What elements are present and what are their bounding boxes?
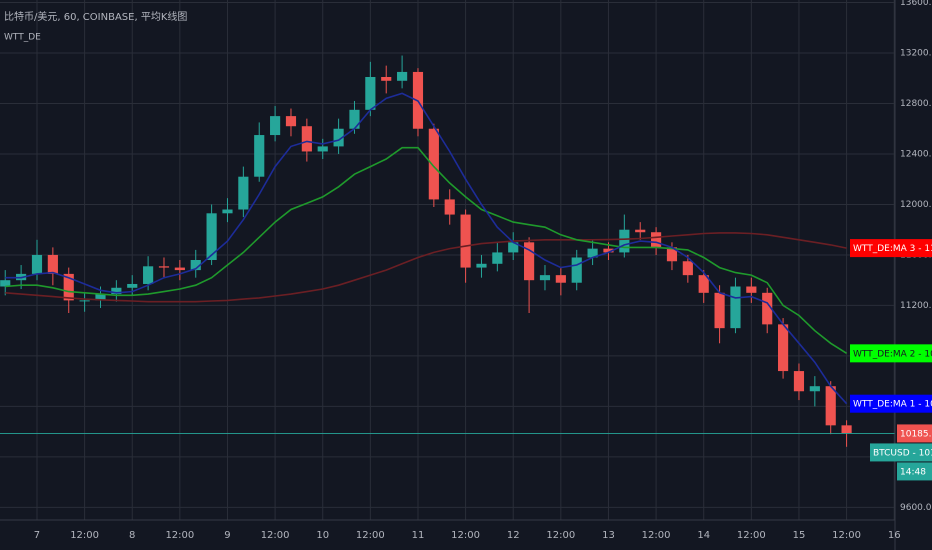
candle-body bbox=[571, 257, 582, 283]
y-tick-label: 13600.00 bbox=[900, 0, 932, 8]
x-tick-label: 12:00 bbox=[70, 530, 99, 541]
candle-body bbox=[222, 209, 233, 214]
ma-label: WTT_DE:MA 2 - 10820.46 bbox=[853, 349, 932, 359]
candle-body bbox=[635, 229, 646, 233]
candle-body bbox=[698, 275, 709, 293]
last-price-label-box bbox=[897, 424, 932, 443]
candle-body bbox=[651, 232, 662, 248]
candle-body bbox=[238, 176, 249, 210]
x-tick-label: 14 bbox=[697, 530, 710, 541]
candle-body bbox=[143, 266, 154, 284]
candle-body bbox=[524, 242, 535, 281]
candle-body bbox=[762, 292, 773, 325]
ma-label-box bbox=[850, 239, 932, 258]
candle-body bbox=[111, 287, 122, 295]
candle-body bbox=[270, 116, 281, 136]
x-tick-label: 15 bbox=[793, 530, 806, 541]
symbol-label: BTCUSD - 10165.09 bbox=[873, 448, 932, 458]
candle-body bbox=[793, 371, 805, 392]
candle-body bbox=[492, 252, 503, 264]
ma-label: WTT_DE:MA 1 - 10421.47 bbox=[853, 400, 932, 410]
last-price-label: 10185.92 bbox=[900, 429, 932, 439]
candle-body bbox=[174, 267, 185, 271]
candle-body bbox=[539, 275, 551, 281]
y-tick-label: 12800.00 bbox=[900, 99, 932, 109]
candle-body bbox=[381, 76, 392, 81]
candle-body bbox=[809, 386, 820, 392]
chart-title: 比特币/美元, 60, COINBASE, 平均K线图 bbox=[4, 10, 187, 23]
x-tick-label: 12:00 bbox=[832, 530, 861, 541]
candle-body bbox=[428, 128, 439, 200]
x-tick-label: 13 bbox=[602, 530, 615, 541]
candle-body bbox=[397, 71, 408, 81]
candle-body bbox=[666, 247, 678, 262]
candle-body bbox=[841, 425, 852, 434]
ma-label-box bbox=[850, 344, 932, 363]
countdown-label-box bbox=[897, 462, 932, 481]
candle-body bbox=[778, 324, 789, 372]
x-tick-label: 16 bbox=[888, 530, 901, 541]
candle-body bbox=[158, 266, 170, 268]
y-tick-label: 13200.00 bbox=[900, 49, 932, 59]
candle-body bbox=[254, 135, 265, 177]
candle-body bbox=[47, 254, 58, 274]
x-tick-label: 10 bbox=[316, 530, 329, 541]
indicator-name: WTT_DE bbox=[4, 33, 41, 43]
candle-body bbox=[460, 214, 471, 268]
candle-body bbox=[730, 286, 741, 329]
ma-line bbox=[5, 92, 848, 405]
x-tick-label: 12:00 bbox=[165, 530, 194, 541]
x-tick-label: 12:00 bbox=[546, 530, 575, 541]
candle-body bbox=[317, 146, 328, 152]
countdown-label: 14:48 bbox=[900, 467, 926, 477]
candle-body bbox=[603, 248, 614, 253]
candle-body bbox=[95, 294, 106, 301]
x-tick-label: 11 bbox=[412, 530, 425, 541]
candle-body bbox=[63, 273, 74, 301]
x-tick-label: 12:00 bbox=[356, 530, 385, 541]
candle-body bbox=[285, 116, 297, 127]
x-tick-label: 12 bbox=[507, 530, 520, 541]
candle-body bbox=[476, 263, 487, 268]
candle-body bbox=[127, 283, 138, 288]
candle-body bbox=[79, 300, 90, 302]
ma-label: WTT_DE:MA 3 - 11654.34 bbox=[853, 244, 932, 254]
candle-body bbox=[444, 199, 455, 215]
x-tick-label: 12:00 bbox=[261, 530, 290, 541]
candle-body bbox=[206, 213, 217, 260]
x-tick-label: 12:00 bbox=[642, 530, 671, 541]
candle-body bbox=[619, 229, 630, 253]
x-tick-label: 8 bbox=[129, 530, 135, 541]
ma-line bbox=[5, 232, 847, 303]
ma-line bbox=[5, 146, 848, 354]
candle-body bbox=[682, 261, 693, 276]
candle-body bbox=[0, 280, 11, 287]
candle-body bbox=[746, 286, 757, 293]
y-tick-label: 12000.00 bbox=[900, 200, 932, 210]
candle-body bbox=[301, 126, 312, 152]
y-tick-label: 11200.00 bbox=[900, 301, 932, 311]
candle-body bbox=[714, 292, 725, 329]
candle-body bbox=[825, 386, 836, 426]
candle-body bbox=[349, 109, 360, 129]
candle-body bbox=[365, 76, 376, 110]
candle-body bbox=[587, 248, 598, 258]
candle-body bbox=[508, 242, 519, 253]
x-tick-label: 12:00 bbox=[737, 530, 766, 541]
candle-body bbox=[31, 254, 43, 274]
x-tick-label: 9 bbox=[224, 530, 230, 541]
candle-body bbox=[555, 275, 566, 283]
y-tick-label: 9600.00 bbox=[900, 503, 932, 513]
x-tick-label: 7 bbox=[34, 530, 40, 541]
symbol-label-box bbox=[870, 443, 932, 462]
y-tick-label: 12400.00 bbox=[900, 149, 932, 159]
candle-body bbox=[190, 260, 201, 271]
x-tick-label: 12:00 bbox=[451, 530, 480, 541]
ma-label-box bbox=[850, 394, 932, 413]
candle-body bbox=[333, 128, 344, 147]
